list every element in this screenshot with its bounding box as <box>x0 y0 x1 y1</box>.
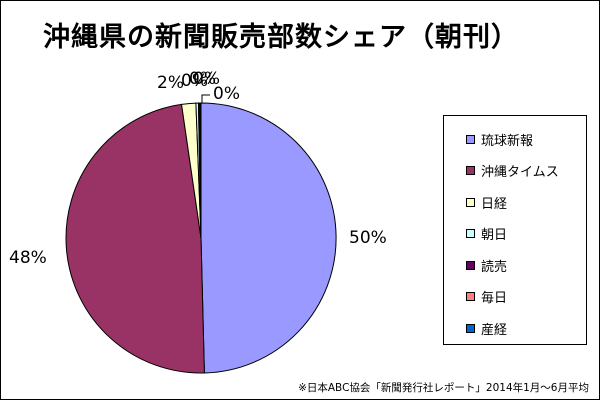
source-note: ※日本ABC協会「新聞発行社レポート」2014年1月～6月平均 <box>298 382 589 394</box>
legend-label: 読売 <box>481 259 508 275</box>
slice-label-2: 48% <box>9 248 47 268</box>
legend-swatch <box>466 260 475 270</box>
legend-item-4: 朝日 <box>466 225 507 243</box>
legend-label: 琉球新報 <box>481 133 534 149</box>
legend-swatch <box>466 134 475 144</box>
legend-item-7: 産経 <box>466 319 508 338</box>
slice-label-5: 0% <box>189 69 216 89</box>
legend-label: 日経 <box>481 196 508 212</box>
legend-swatch <box>466 292 475 301</box>
slice-label-7: 0% <box>213 84 240 104</box>
slice-label-3: 2% <box>157 73 184 93</box>
slice-label-4: 0% <box>181 71 208 91</box>
legend-item-3: 日経 <box>466 193 508 212</box>
legend-item-6: 毎日 <box>466 288 507 306</box>
legend-label: 毎日 <box>481 291 508 306</box>
legend-swatch <box>466 197 475 207</box>
legend-label: 産経 <box>481 322 508 338</box>
legend: 琉球新報沖縄タイムス 日経朝日読売毎日産経 <box>443 115 587 345</box>
legend-swatch <box>466 323 475 333</box>
legend-item-1: 琉球新報 <box>466 130 534 149</box>
pie-slice-2 <box>65 103 205 374</box>
legend-item-5: 読売 <box>466 256 508 275</box>
slice-label-6: 0% <box>193 69 220 89</box>
legend-item-2: 沖縄タイムス <box>466 162 559 180</box>
slice-label-1: 50% <box>349 228 387 248</box>
leader-line <box>201 94 210 103</box>
legend-swatch <box>466 166 475 175</box>
legend-label: 朝日 <box>481 228 508 243</box>
chart-title: 沖縄県の新聞販売部数シェア（朝刊） <box>43 22 519 53</box>
pie-slice-1 <box>200 102 337 374</box>
legend-label: 沖縄タイムス <box>481 165 559 180</box>
legend-swatch <box>466 229 475 238</box>
